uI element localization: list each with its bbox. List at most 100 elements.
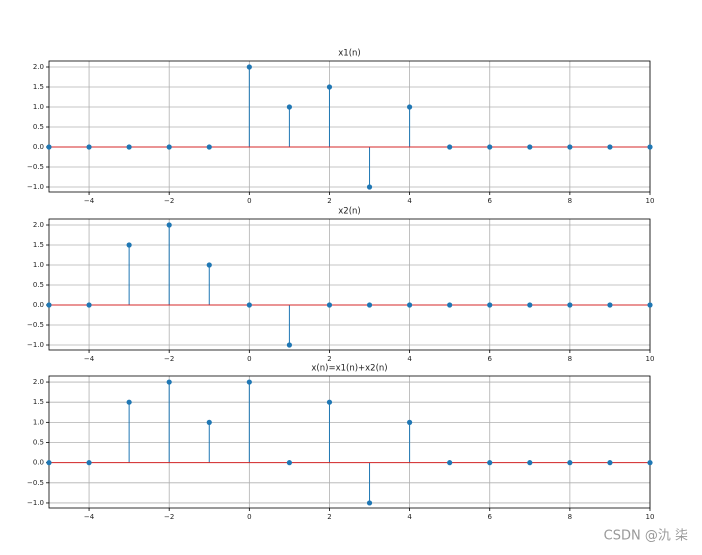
y-tick-label: −1.0 [27,183,44,191]
y-tick-label: 0.5 [33,439,44,447]
x-tick-label: 0 [247,355,251,363]
marker [647,460,653,466]
plot-frame [48,218,651,351]
x-tick-label: 10 [646,513,655,521]
x-tick-label: −4 [84,197,95,205]
marker [246,302,252,308]
marker [607,144,613,150]
marker [487,460,493,466]
marker [326,84,333,90]
chart-title: x2(n) [338,207,360,217]
y-tick-label: 1.5 [33,241,44,249]
x-tick-label: 4 [407,513,412,521]
y-tick-label: 2.0 [33,378,44,386]
marker [206,419,212,425]
marker [206,262,212,268]
marker [246,64,252,70]
y-tick-label: 1.0 [33,103,44,111]
marker [326,399,333,405]
x-tick-label: 0 [247,197,251,205]
marker [286,342,292,348]
y-tick-label: 2.0 [33,63,44,71]
y-tick-label: 0.0 [33,143,44,151]
marker [487,144,493,150]
x-tick-label: 10 [646,355,655,363]
marker [487,302,493,308]
x-tick-label: 2 [327,355,331,363]
marker [447,460,453,466]
y-tick-label: 2.0 [33,221,44,229]
marker [46,144,52,150]
plot-frame [48,375,651,509]
x-tick-label: 4 [407,197,412,205]
marker [407,104,413,110]
marker [567,302,573,308]
y-tick-label: −1.0 [27,499,44,507]
marker [567,144,573,150]
marker [166,379,172,385]
marker [607,302,613,308]
marker [86,460,92,466]
chart-title: x(n)=x1(n)+x2(n) [311,364,387,374]
x-tick-label: −2 [164,355,174,363]
marker [126,399,132,405]
y-tick-label: 0.0 [33,459,44,467]
x-tick-label: 8 [568,197,572,205]
marker [86,144,92,150]
marker [527,460,533,466]
marker [647,302,653,308]
marker [326,302,333,308]
x-tick-label: 0 [247,513,251,521]
y-tick-label: 0.5 [33,123,44,131]
y-tick-label: 0.0 [33,301,44,309]
x-tick-label: 6 [487,355,492,363]
marker [286,104,292,110]
marker [166,222,172,228]
marker [46,302,52,308]
marker [366,302,373,308]
marker [246,379,252,385]
marker [607,460,613,466]
plot-frame [48,60,651,193]
y-tick-label: 0.5 [33,281,44,289]
marker [86,302,92,308]
x-tick-label: −2 [164,197,174,205]
x-tick-label: 4 [407,355,412,363]
marker [527,302,533,308]
marker [407,302,413,308]
marker [447,144,453,150]
marker [647,144,653,150]
marker [286,460,292,466]
x-tick-label: 2 [327,197,331,205]
x-tick-label: 8 [568,355,572,363]
marker [206,144,212,150]
x-tick-label: 6 [487,513,492,521]
marker [447,302,453,308]
marker [567,460,573,466]
marker [366,500,373,506]
y-tick-label: 1.5 [33,83,44,91]
marker [527,144,533,150]
y-tick-label: −0.5 [27,479,44,487]
marker [126,144,132,150]
y-tick-label: −0.5 [27,163,44,171]
marker [166,144,172,150]
y-tick-label: −1.0 [27,341,44,349]
y-tick-label: −0.5 [27,321,44,329]
marker [407,419,413,425]
x-tick-label: 2 [327,513,331,521]
marker [126,242,132,248]
x-tick-label: 6 [487,197,492,205]
y-tick-label: 1.0 [33,418,44,426]
x-tick-label: −4 [84,513,95,521]
y-tick-label: 1.5 [33,398,44,406]
watermark: CSDN @氿 柒 [604,529,688,544]
x-tick-label: 10 [646,197,655,205]
marker [46,460,52,466]
x-tick-label: −2 [164,513,174,521]
chart-title: x1(n) [338,49,360,59]
x-tick-label: −4 [84,355,95,363]
x-tick-label: 8 [568,513,572,521]
y-tick-label: 1.0 [33,261,44,269]
